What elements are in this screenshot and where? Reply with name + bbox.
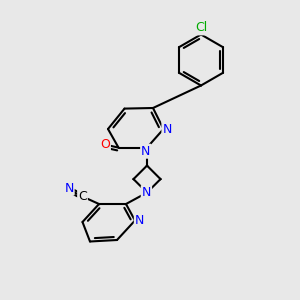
Text: N: N xyxy=(142,186,151,199)
Text: N: N xyxy=(162,122,172,136)
Text: O: O xyxy=(100,138,110,151)
Text: C: C xyxy=(78,190,87,203)
Text: N: N xyxy=(141,145,151,158)
Text: N: N xyxy=(64,182,74,195)
Text: Cl: Cl xyxy=(195,21,207,34)
Text: N: N xyxy=(135,214,144,227)
